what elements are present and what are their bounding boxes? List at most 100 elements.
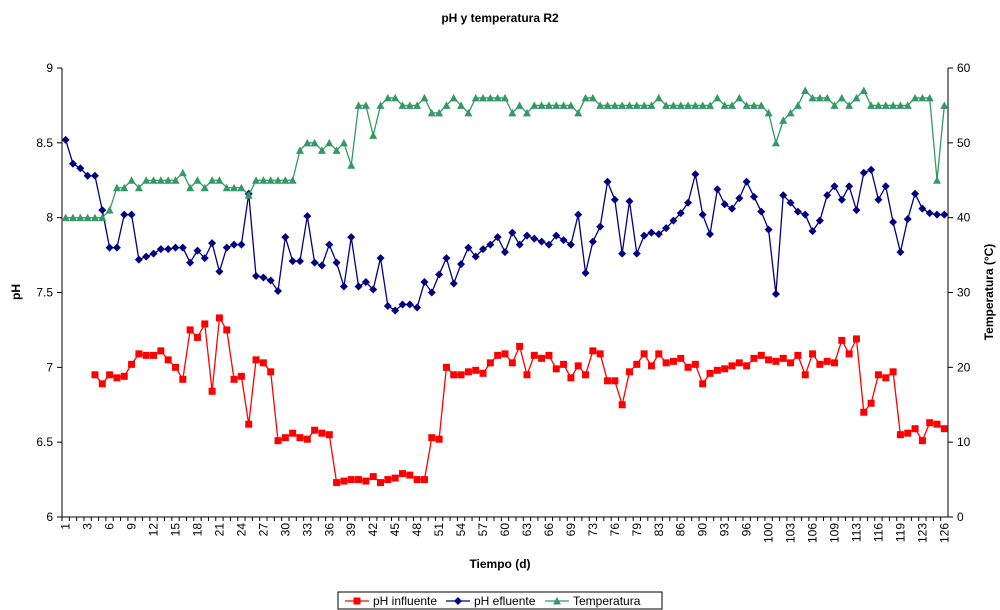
marker — [281, 176, 290, 184]
marker — [428, 434, 436, 442]
x-tick-label: 27 — [256, 523, 270, 537]
marker — [918, 204, 927, 213]
marker — [112, 183, 121, 192]
marker — [735, 194, 744, 203]
marker — [398, 101, 407, 109]
marker — [369, 131, 378, 139]
marker — [171, 363, 179, 371]
x-tick-label: 90 — [696, 523, 710, 537]
marker — [647, 228, 656, 237]
marker — [647, 362, 655, 370]
y2-tick-label: 10 — [957, 435, 971, 449]
marker — [589, 347, 597, 355]
marker — [889, 218, 898, 227]
marker — [698, 210, 707, 219]
x-tick-label: 54 — [454, 523, 468, 537]
marker — [911, 425, 919, 433]
marker — [640, 101, 649, 109]
marker — [787, 359, 795, 367]
marker — [391, 93, 400, 102]
marker — [830, 182, 839, 191]
marker — [559, 236, 568, 245]
marker — [632, 249, 641, 258]
marker — [757, 101, 766, 109]
marker — [149, 176, 158, 184]
marker — [779, 354, 787, 362]
marker — [479, 93, 488, 102]
marker — [406, 471, 414, 479]
marker — [764, 108, 773, 117]
legend-marker — [454, 597, 462, 605]
marker — [742, 177, 751, 186]
marker — [83, 171, 92, 180]
marker — [354, 101, 363, 109]
marker — [493, 233, 502, 242]
marker — [208, 239, 217, 248]
marker — [771, 138, 780, 147]
marker — [142, 176, 151, 184]
marker — [230, 183, 239, 192]
y2-tick-label: 40 — [957, 211, 971, 225]
marker — [823, 191, 832, 200]
marker — [391, 474, 399, 482]
x-tick-label: 12 — [147, 523, 161, 537]
x-tick-label: 42 — [366, 523, 380, 537]
marker — [83, 213, 92, 222]
marker — [479, 245, 488, 254]
marker — [413, 101, 422, 109]
marker — [655, 350, 663, 358]
marker — [450, 371, 458, 379]
marker — [918, 93, 927, 102]
marker — [457, 371, 465, 379]
marker — [193, 176, 202, 184]
y2-axis-label: Temperatura (°C) — [982, 244, 996, 341]
marker — [501, 248, 509, 257]
x-tick-label: 116 — [871, 523, 885, 542]
marker — [742, 101, 751, 109]
marker — [134, 183, 143, 192]
marker — [76, 164, 85, 173]
marker — [925, 93, 934, 102]
marker — [501, 93, 509, 102]
marker — [267, 368, 275, 376]
marker — [574, 108, 583, 117]
marker — [310, 138, 319, 147]
marker — [384, 476, 392, 484]
marker — [332, 146, 341, 154]
marker — [911, 189, 920, 198]
marker — [837, 195, 846, 204]
marker — [581, 93, 590, 102]
marker — [369, 473, 377, 481]
y-tick-label: 6 — [46, 510, 53, 524]
marker — [90, 171, 99, 180]
marker — [259, 273, 268, 282]
marker — [68, 159, 77, 168]
marker — [801, 86, 810, 94]
y-axis-label: pH — [9, 284, 23, 300]
marker — [669, 357, 677, 365]
marker — [845, 350, 853, 358]
marker — [311, 426, 319, 434]
marker — [926, 419, 934, 427]
marker — [310, 258, 319, 267]
marker — [230, 375, 238, 383]
marker — [771, 289, 780, 298]
marker — [720, 101, 729, 109]
marker — [178, 243, 187, 252]
marker — [274, 287, 283, 296]
marker — [289, 429, 297, 437]
marker — [449, 279, 458, 288]
marker — [684, 363, 692, 371]
marker — [610, 101, 619, 109]
marker — [940, 101, 949, 109]
marker — [545, 351, 553, 359]
marker — [472, 366, 480, 374]
marker — [295, 146, 304, 154]
x-tick-label: 21 — [212, 523, 226, 537]
marker — [618, 101, 627, 109]
marker — [728, 362, 736, 370]
marker — [464, 108, 473, 117]
marker — [852, 93, 861, 102]
marker — [339, 282, 348, 291]
marker — [427, 288, 436, 297]
